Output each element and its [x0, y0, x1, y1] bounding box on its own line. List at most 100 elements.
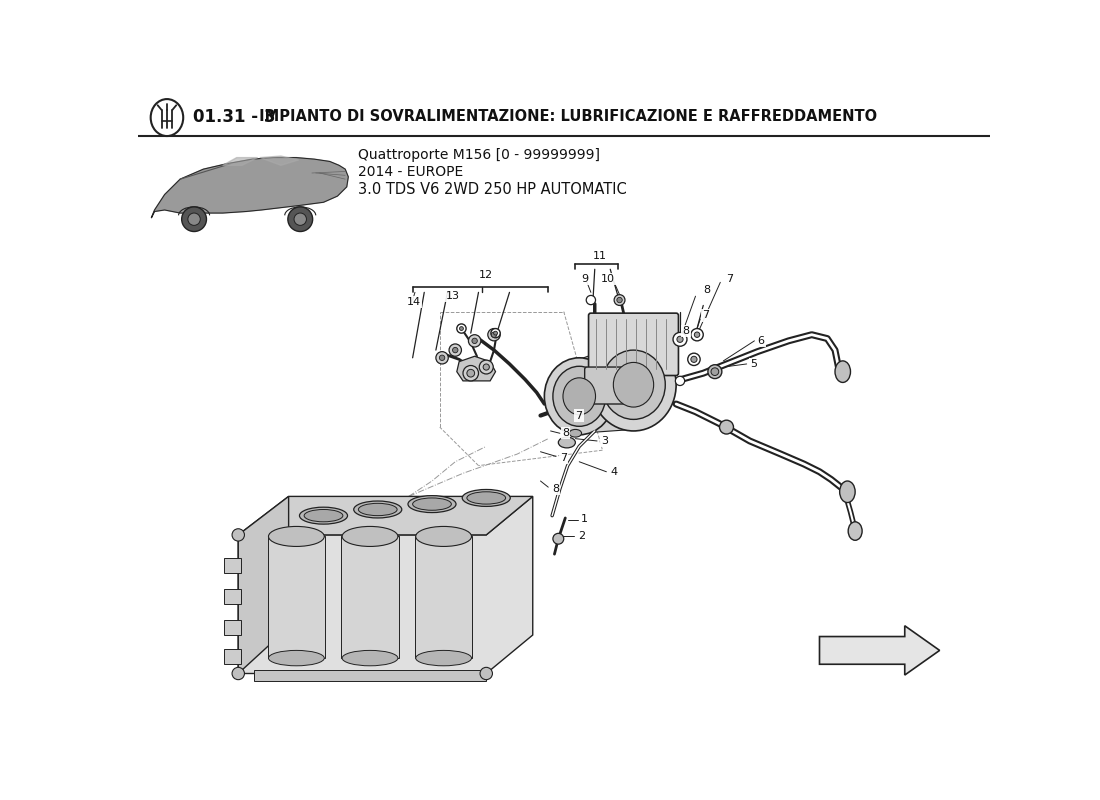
Polygon shape	[224, 589, 241, 604]
Ellipse shape	[416, 526, 472, 546]
Circle shape	[460, 326, 463, 330]
Text: Quattroporte M156 [0 - 99999999]: Quattroporte M156 [0 - 99999999]	[359, 148, 601, 162]
Polygon shape	[580, 340, 634, 434]
Circle shape	[188, 213, 200, 226]
Circle shape	[494, 331, 497, 335]
Circle shape	[469, 334, 481, 347]
Circle shape	[439, 355, 444, 361]
Text: 3: 3	[601, 436, 608, 446]
Text: 01.31 - 3: 01.31 - 3	[194, 108, 276, 126]
Ellipse shape	[835, 361, 850, 382]
Polygon shape	[456, 356, 495, 381]
Text: 7: 7	[702, 310, 708, 321]
Polygon shape	[820, 626, 939, 675]
FancyBboxPatch shape	[585, 367, 628, 404]
Circle shape	[294, 213, 307, 226]
Text: 14: 14	[407, 298, 421, 307]
Ellipse shape	[354, 501, 402, 518]
Text: IMPIANTO DI SOVRALIMENTAZIONE: LUBRIFICAZIONE E RAFFREDDAMENTO: IMPIANTO DI SOVRALIMENTAZIONE: LUBRIFICA…	[254, 110, 877, 124]
Polygon shape	[224, 558, 241, 574]
Circle shape	[456, 324, 466, 333]
Text: 13: 13	[446, 291, 460, 302]
Polygon shape	[341, 537, 398, 658]
Circle shape	[711, 368, 718, 375]
Ellipse shape	[563, 378, 595, 414]
Ellipse shape	[591, 338, 676, 431]
Text: 8: 8	[552, 484, 559, 494]
Ellipse shape	[412, 498, 451, 510]
Ellipse shape	[299, 507, 348, 524]
Polygon shape	[415, 537, 472, 658]
Ellipse shape	[602, 350, 666, 419]
Text: 8: 8	[703, 285, 711, 295]
Circle shape	[675, 376, 684, 386]
Circle shape	[673, 332, 688, 346]
Circle shape	[719, 420, 734, 434]
Text: 7: 7	[575, 410, 583, 421]
Circle shape	[463, 366, 478, 381]
Circle shape	[452, 347, 458, 353]
Circle shape	[182, 207, 207, 231]
Ellipse shape	[614, 362, 653, 407]
Polygon shape	[254, 670, 486, 682]
Circle shape	[232, 667, 244, 680]
Text: 3.0 TDS V6 2WD 250 HP AUTOMATIC: 3.0 TDS V6 2WD 250 HP AUTOMATIC	[359, 182, 627, 198]
Polygon shape	[239, 496, 532, 674]
Circle shape	[449, 344, 462, 356]
Circle shape	[466, 370, 474, 377]
Text: 12: 12	[478, 270, 493, 280]
Ellipse shape	[544, 358, 614, 435]
Circle shape	[553, 534, 563, 544]
Ellipse shape	[342, 526, 398, 546]
Text: 6: 6	[758, 336, 764, 346]
Circle shape	[436, 352, 449, 364]
Circle shape	[480, 360, 493, 374]
Ellipse shape	[569, 430, 582, 437]
Ellipse shape	[559, 437, 575, 448]
Text: 8: 8	[562, 428, 570, 438]
Polygon shape	[222, 158, 257, 166]
Ellipse shape	[151, 99, 184, 136]
Ellipse shape	[359, 503, 397, 516]
Circle shape	[492, 332, 497, 338]
Circle shape	[491, 329, 501, 338]
Text: 7: 7	[560, 453, 566, 463]
Circle shape	[288, 207, 312, 231]
Text: 7: 7	[726, 274, 734, 284]
Text: 10: 10	[601, 274, 615, 284]
Circle shape	[483, 364, 490, 370]
Polygon shape	[239, 496, 532, 535]
Text: 2014 - EUROPE: 2014 - EUROPE	[359, 166, 463, 179]
Polygon shape	[267, 537, 326, 658]
Circle shape	[472, 338, 477, 343]
Circle shape	[691, 329, 703, 341]
Ellipse shape	[304, 510, 343, 522]
Ellipse shape	[268, 526, 324, 546]
Polygon shape	[152, 158, 349, 218]
Ellipse shape	[342, 650, 398, 666]
Text: 1: 1	[581, 514, 587, 525]
Ellipse shape	[416, 650, 472, 666]
Polygon shape	[239, 496, 288, 674]
Ellipse shape	[839, 481, 855, 502]
Polygon shape	[260, 156, 299, 166]
Ellipse shape	[848, 522, 862, 540]
FancyBboxPatch shape	[588, 313, 679, 375]
Circle shape	[614, 294, 625, 306]
Circle shape	[480, 667, 493, 680]
Ellipse shape	[462, 490, 510, 506]
Text: 4: 4	[610, 466, 617, 477]
Text: 2: 2	[578, 531, 585, 542]
Polygon shape	[224, 649, 241, 664]
Circle shape	[694, 332, 700, 338]
Text: 9: 9	[581, 274, 587, 284]
Circle shape	[617, 298, 623, 302]
Text: 5: 5	[750, 359, 757, 369]
Text: 11: 11	[593, 251, 607, 261]
Circle shape	[676, 336, 683, 342]
Circle shape	[487, 329, 500, 341]
Ellipse shape	[466, 492, 506, 504]
Circle shape	[586, 295, 595, 305]
Ellipse shape	[408, 496, 456, 513]
Circle shape	[691, 356, 697, 362]
